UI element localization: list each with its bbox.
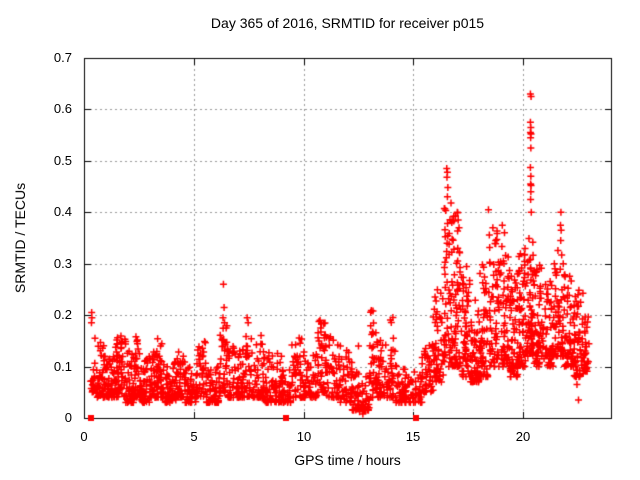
y-tick-label: 0.3 [53, 256, 72, 271]
y-tick-label: 0.1 [53, 359, 72, 374]
x-tick-label: 5 [190, 429, 198, 444]
y-tick-label: 0.5 [53, 153, 72, 168]
y-tick-label: 0.2 [53, 307, 72, 322]
x-tick-label: 15 [405, 429, 421, 444]
x-tick-label: 10 [296, 429, 312, 444]
y-tick-label: 0.4 [53, 204, 72, 219]
x-tick-label: 20 [515, 429, 531, 444]
y-tick-label: 0 [64, 410, 72, 425]
chart-title: Day 365 of 2016, SRMTID for receiver p01… [210, 15, 485, 31]
x-axis-title: GPS time / hours [294, 452, 401, 468]
y-tick-label: 0.7 [53, 50, 72, 65]
y-axis-title: SRMTID / TECUs [12, 182, 28, 294]
x-tick-label: 0 [80, 429, 88, 444]
y-tick-label: 0.6 [53, 101, 72, 116]
